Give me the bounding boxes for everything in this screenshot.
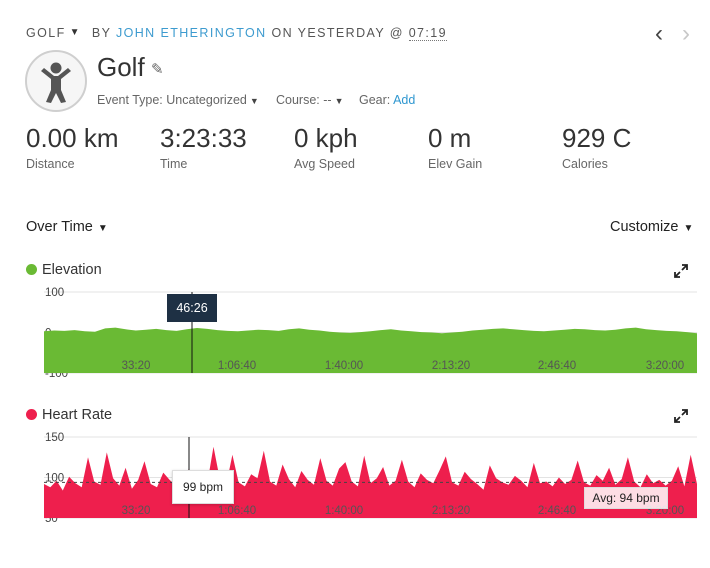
heart-rate-legend: Heart Rate [26, 407, 112, 423]
stat-time-value: 3:23:33 [160, 123, 247, 153]
course-dropdown[interactable]: Course: -- ▼ [276, 93, 344, 107]
stat-distance-value: 0.00 km [26, 123, 119, 153]
heart-rate-x-tick: 1:40:00 [325, 505, 363, 517]
elevation-area [44, 327, 697, 373]
stat-calories-label: Calories [562, 157, 608, 171]
activity-header: GOLF ▼ BY JOHN ETHERINGTON ON YESTERDAY @… [26, 26, 447, 41]
customize-label: Customize [610, 219, 679, 235]
stat-distance-label: Distance [26, 157, 75, 171]
heart-rate-x-tick: 2:46:40 [538, 505, 576, 517]
elevation-x-tick: 1:40:00 [325, 360, 363, 372]
chevron-down-icon: ▼ [334, 96, 344, 106]
by-text: BY [91, 26, 112, 40]
stat-speed-label: Avg Speed [294, 157, 355, 171]
over-time-label: Over Time [26, 219, 93, 235]
expand-icon[interactable] [674, 409, 688, 423]
heart-rate-x-tick: 2:13:20 [432, 505, 470, 517]
customize-dropdown[interactable]: Customize ▼ [610, 219, 693, 235]
event-type-dropdown[interactable]: Event Type: Uncategorized ▼ [97, 93, 259, 107]
elevation-x-tick: 1:06:40 [218, 360, 256, 372]
elevation-legend-label: Elevation [42, 262, 102, 278]
activity-time[interactable]: 07:19 [408, 26, 447, 41]
elevation-x-tick: 2:13:20 [432, 360, 470, 372]
elevation-cursor-tooltip: 46:26 [167, 294, 217, 322]
heart-rate-legend-label: Heart Rate [42, 407, 113, 423]
elevation-chart[interactable]: 1000-10033:201:06:401:40:002:13:202:46:4… [0, 285, 710, 380]
stat-time-label: Time [160, 157, 188, 171]
chevron-down-icon: ▼ [683, 223, 694, 234]
pencil-icon[interactable]: ✎ [151, 61, 164, 78]
activity-type-dropdown-icon[interactable]: ▼ [69, 27, 81, 38]
heart-rate-cursor-tooltip: 99 bpm [172, 470, 234, 504]
gear-field: Gear: Add [359, 93, 415, 107]
heart-rate-y-tick: 100 [45, 473, 64, 485]
gear-label: Gear: [359, 93, 391, 107]
heart-rate-x-tick: 1:06:40 [218, 505, 256, 517]
over-time-dropdown[interactable]: Over Time ▼ [26, 219, 108, 235]
elevation-legend-dot [26, 264, 37, 275]
elevation-x-tick: 3:20:00 [646, 360, 684, 372]
elevation-x-tick: 2:46:40 [538, 360, 576, 372]
elevation-x-tick: 33:20 [122, 360, 151, 372]
course-label: Course: -- [276, 93, 332, 107]
elevation-y-tick: 100 [45, 287, 64, 299]
chevron-down-icon: ▼ [249, 96, 259, 106]
date-text: ON YESTERDAY @ [271, 26, 404, 40]
heart-rate-y-tick: 150 [45, 432, 64, 444]
chevron-right-icon[interactable]: › [682, 20, 690, 47]
chevron-left-icon[interactable]: ‹ [655, 20, 663, 47]
author-link[interactable]: JOHN ETHERINGTON [115, 26, 267, 40]
stat-elev-gain-label: Elev Gain [428, 157, 483, 171]
heart-rate-x-tick: 33:20 [122, 505, 151, 517]
activity-title: Golf [97, 52, 145, 82]
stat-calories-value: 929 C [562, 123, 632, 153]
chevron-down-icon: ▼ [97, 223, 108, 234]
activity-type: GOLF [26, 26, 66, 40]
elevation-legend: Elevation [26, 262, 102, 278]
stat-elev-gain-value: 0 m [428, 123, 472, 153]
heart-rate-legend-dot [26, 409, 37, 420]
event-type-label: Event Type: Uncategorized [97, 93, 247, 107]
gear-add-link[interactable]: Add [393, 93, 416, 107]
expand-icon[interactable] [674, 264, 688, 278]
stat-speed-value: 0 kph [294, 123, 358, 153]
heart-rate-avg-label: Avg: 94 bpm [584, 487, 668, 509]
person-icon [25, 50, 87, 112]
